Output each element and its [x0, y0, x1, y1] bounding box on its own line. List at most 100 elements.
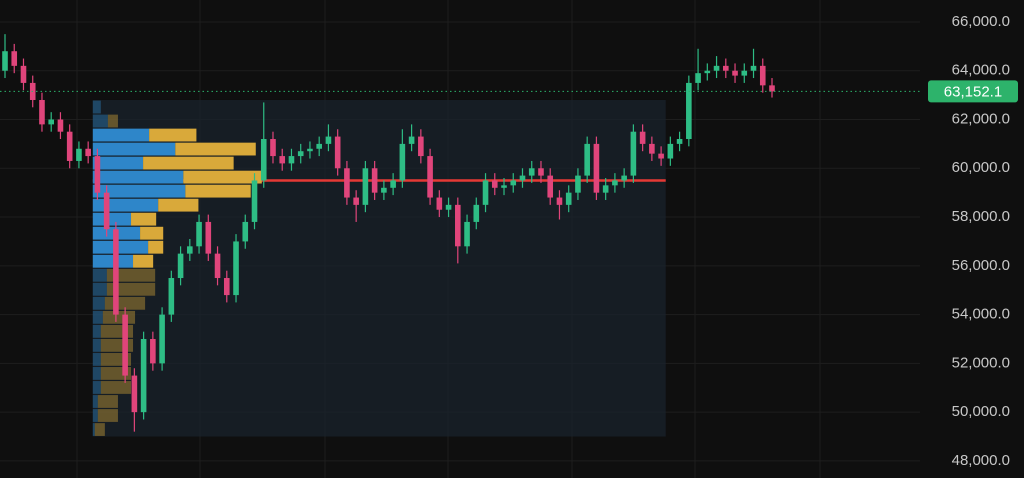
- profile-up-bar: [92, 100, 101, 114]
- candle-body: [288, 156, 295, 164]
- y-tick-label: 50,000.0: [952, 403, 1010, 420]
- profile-up-bar: [92, 353, 101, 366]
- profile-down-bar: [143, 156, 234, 170]
- profile-up-bar: [92, 423, 95, 436]
- candle-body: [491, 180, 498, 188]
- candle-body: [196, 221, 202, 247]
- candle-body: [630, 131, 637, 176]
- y-tick-label: 48,000.0: [952, 452, 1010, 469]
- candle-body: [159, 314, 165, 364]
- candle-body: [528, 168, 535, 176]
- candle-body: [519, 175, 526, 181]
- profile-up-bar: [92, 156, 144, 170]
- y-tick-label: 58,000.0: [952, 208, 1010, 225]
- profile-up-bar: [92, 268, 107, 282]
- candle-body: [177, 253, 184, 279]
- last-price-label: 63,152.1: [944, 83, 1002, 100]
- candle-body: [362, 168, 369, 205]
- candle-body: [704, 70, 711, 74]
- candle-body: [214, 253, 221, 279]
- candle-body: [455, 204, 461, 247]
- profile-up-bar: [92, 367, 101, 380]
- profile-up-bar: [92, 254, 134, 268]
- candle-body: [667, 143, 674, 159]
- candle-body: [260, 139, 267, 181]
- candle-body: [584, 143, 590, 176]
- candle-body: [205, 221, 212, 254]
- profile-up-bar: [92, 212, 132, 226]
- candle-body: [473, 204, 480, 222]
- candle-body: [20, 65, 27, 83]
- y-tick-label: 60,000.0: [952, 159, 1010, 176]
- profile-down-bar: [149, 128, 197, 142]
- candle-body: [39, 99, 45, 125]
- profile-up-bar: [92, 381, 101, 394]
- candle-body: [76, 148, 82, 161]
- profile-down-bar: [107, 114, 118, 128]
- candle-body: [547, 175, 554, 198]
- candle-body: [307, 148, 313, 152]
- candle-body: [408, 136, 415, 144]
- candle-body: [436, 197, 443, 210]
- candle-body: [464, 221, 470, 247]
- candle-body: [658, 153, 664, 159]
- candle-body: [538, 168, 544, 176]
- candle-body: [66, 131, 73, 161]
- candle-body: [187, 246, 193, 254]
- candle-body: [399, 143, 406, 181]
- candle-body: [94, 156, 101, 193]
- candle-body: [57, 119, 64, 132]
- candle-body: [316, 143, 322, 149]
- candle-body: [103, 192, 110, 230]
- candle-body: [251, 180, 258, 222]
- profile-up-bar: [92, 324, 101, 338]
- candle-body: [325, 136, 332, 144]
- y-tick-label: 54,000.0: [952, 306, 1010, 323]
- candle-body: [501, 185, 507, 188]
- candle-body: [593, 143, 600, 193]
- candle-body: [649, 143, 655, 154]
- candle-body: [722, 65, 729, 71]
- profile-down-bar: [97, 395, 118, 408]
- profile-down-bar: [148, 240, 164, 254]
- y-tick-label: 52,000.0: [952, 354, 1010, 371]
- profile-up-bar: [92, 170, 184, 184]
- profile-down-bar: [100, 381, 132, 394]
- candle-body: [297, 151, 304, 157]
- y-tick-label: 64,000.0: [952, 62, 1010, 79]
- candle-body: [131, 375, 138, 413]
- candle-body: [750, 65, 757, 71]
- profile-down-bar: [102, 310, 136, 324]
- candle-body: [2, 51, 8, 71]
- profile-up-bar: [92, 128, 150, 142]
- candle-body: [122, 314, 128, 376]
- last-price-tag: [928, 80, 1018, 103]
- y-tick-label: 66,000.0: [952, 13, 1010, 30]
- profile-up-bar: [92, 142, 176, 156]
- candle-body: [140, 338, 147, 413]
- candle-body: [270, 139, 276, 157]
- profile-up-bar: [92, 296, 105, 310]
- candle-body: [353, 197, 359, 205]
- candle-body: [510, 180, 517, 186]
- candle-body: [279, 156, 286, 164]
- candle-body: [48, 119, 55, 125]
- candle-body: [769, 85, 775, 92]
- profile-up-bar: [92, 409, 98, 422]
- candle-body: [639, 131, 646, 144]
- candle-body: [113, 229, 119, 315]
- profile-down-bar: [106, 282, 156, 296]
- candle-body: [85, 148, 91, 157]
- profile-down-bar: [100, 324, 134, 338]
- candle-body: [390, 180, 396, 188]
- candle-body: [344, 168, 350, 198]
- candle-body: [695, 73, 701, 83]
- candle-body: [621, 175, 627, 181]
- candle-body: [381, 187, 387, 193]
- candle-body: [741, 70, 748, 76]
- candle-body: [427, 156, 433, 198]
- profile-down-bar: [140, 226, 164, 240]
- profile-up-bar: [92, 198, 159, 212]
- y-tick-label: 62,000.0: [952, 110, 1010, 127]
